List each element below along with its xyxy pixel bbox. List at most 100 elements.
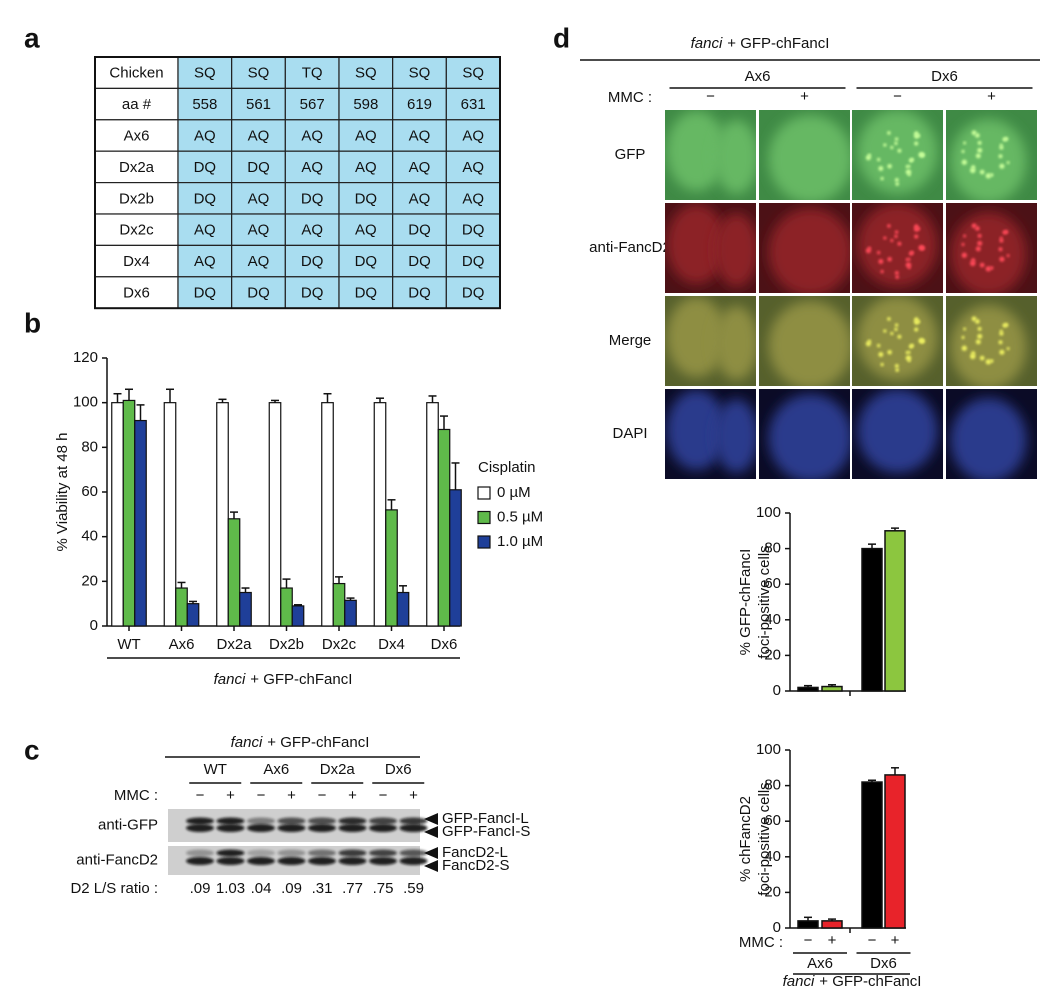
table-cell: [338, 276, 394, 309]
table-text: AQ: [301, 222, 323, 239]
micro-focus: [999, 163, 1005, 169]
table-text: DQ: [408, 284, 431, 301]
table-text: Dx2b: [119, 190, 154, 207]
micro-focus: [985, 266, 992, 272]
y-tick-label: 60: [764, 812, 781, 829]
blot-band: [186, 849, 214, 857]
blot-group: Dx6: [385, 761, 412, 778]
micro-focus: [985, 173, 992, 179]
y-tick-label: 100: [756, 741, 781, 758]
bar: [216, 402, 229, 627]
micro-image: [852, 389, 943, 479]
micro-cell: [768, 208, 850, 293]
table-text: 558: [192, 96, 217, 113]
table-cell: [177, 150, 233, 184]
micro-focus: [907, 266, 911, 270]
micro-focus: [963, 327, 967, 331]
band-label: FancD2-S: [442, 857, 510, 874]
micro-focus: [917, 320, 921, 324]
blot-ratio: .04: [251, 880, 272, 897]
micro-cell: [857, 110, 938, 194]
blot-ratio: 1.03: [216, 880, 245, 897]
micro-focus: [894, 270, 899, 275]
table-cell: [231, 182, 286, 215]
table-text: DQ: [408, 253, 431, 270]
micro-focus: [998, 247, 1003, 252]
table-text: DQ: [301, 253, 324, 270]
blot-band: [369, 824, 397, 832]
table-text: AQ: [248, 253, 270, 270]
micro-focus: [880, 362, 884, 367]
blot-band: [186, 824, 214, 832]
micro-image: [665, 389, 756, 479]
table-text: DQ: [462, 222, 485, 239]
table-text: DQ: [194, 190, 217, 207]
micro-cell: [950, 212, 1027, 293]
table-text: SQ: [248, 65, 270, 82]
micro-focus: [961, 242, 965, 247]
micro-row-label: anti-FancD2: [589, 239, 671, 256]
micro-focus: [887, 131, 891, 135]
panel-label: a: [24, 22, 40, 53]
blot-band: [277, 824, 306, 832]
micro-focus: [971, 316, 977, 322]
table-cell: [284, 244, 340, 278]
micro-focus: [914, 141, 919, 146]
blot-ratio: .77: [342, 880, 363, 897]
blot-band: [308, 817, 336, 825]
y-tick-label: 40: [764, 611, 781, 628]
micro-cell: [950, 305, 1027, 386]
micro-focus: [999, 236, 1003, 240]
table-cell: [94, 213, 179, 246]
y-tick-label: 0: [90, 617, 98, 634]
mmc-sign: +: [828, 932, 837, 949]
table-cell: [177, 56, 233, 89]
micro-focus: [999, 145, 1004, 150]
x-tick-label: Dx6: [431, 636, 458, 653]
label-rest: + GFP-chFancI: [267, 734, 369, 751]
micro-focus: [975, 319, 980, 324]
micro-focus: [894, 234, 898, 239]
band-arrow: [424, 826, 438, 838]
micro-focus: [998, 154, 1003, 159]
micro-image: [759, 110, 850, 200]
blot-band: [338, 849, 367, 857]
table-text: SQ: [462, 65, 484, 82]
table-cell: [445, 87, 501, 121]
label: fanci + GFP-chFancI: [231, 734, 370, 751]
x-tick-label: Dx2b: [269, 636, 304, 653]
group-label: Ax6: [807, 955, 833, 972]
blot-band: [308, 857, 336, 865]
blot-group: Dx2a: [320, 761, 356, 778]
table-text: AQ: [409, 127, 431, 144]
x-tick-label: WT: [117, 636, 140, 653]
micro-focus: [999, 238, 1004, 243]
y-tick-label: 40: [81, 528, 98, 545]
micro-focus: [975, 226, 980, 231]
table-cell: [392, 56, 447, 89]
bar: [321, 402, 334, 627]
micro-cell: [666, 390, 727, 470]
micro-focus: [894, 323, 899, 327]
bar: [426, 402, 439, 627]
table-cell: [231, 87, 286, 121]
blot-ratio-label: D2 L/S ratio :: [70, 880, 158, 897]
micro-image: [946, 296, 1037, 386]
y-tick-label: 20: [764, 883, 781, 900]
blot-band: [369, 857, 397, 865]
bar: [163, 402, 177, 627]
x-tick-label: Dx2a: [216, 636, 252, 653]
blot-band: [369, 817, 397, 825]
blot-band: [277, 849, 306, 857]
blot-mmc: −: [318, 787, 327, 804]
table-text: 631: [461, 96, 486, 113]
bar: [821, 685, 843, 692]
mmc-sign: −: [868, 932, 877, 949]
micro-focus: [920, 152, 925, 158]
table-cell: [338, 119, 394, 152]
micro-image: [665, 296, 756, 386]
label-italic: fanci: [214, 671, 246, 688]
micro-focus: [917, 227, 921, 231]
micro-image: [665, 110, 756, 200]
micro-focus: [998, 340, 1003, 345]
